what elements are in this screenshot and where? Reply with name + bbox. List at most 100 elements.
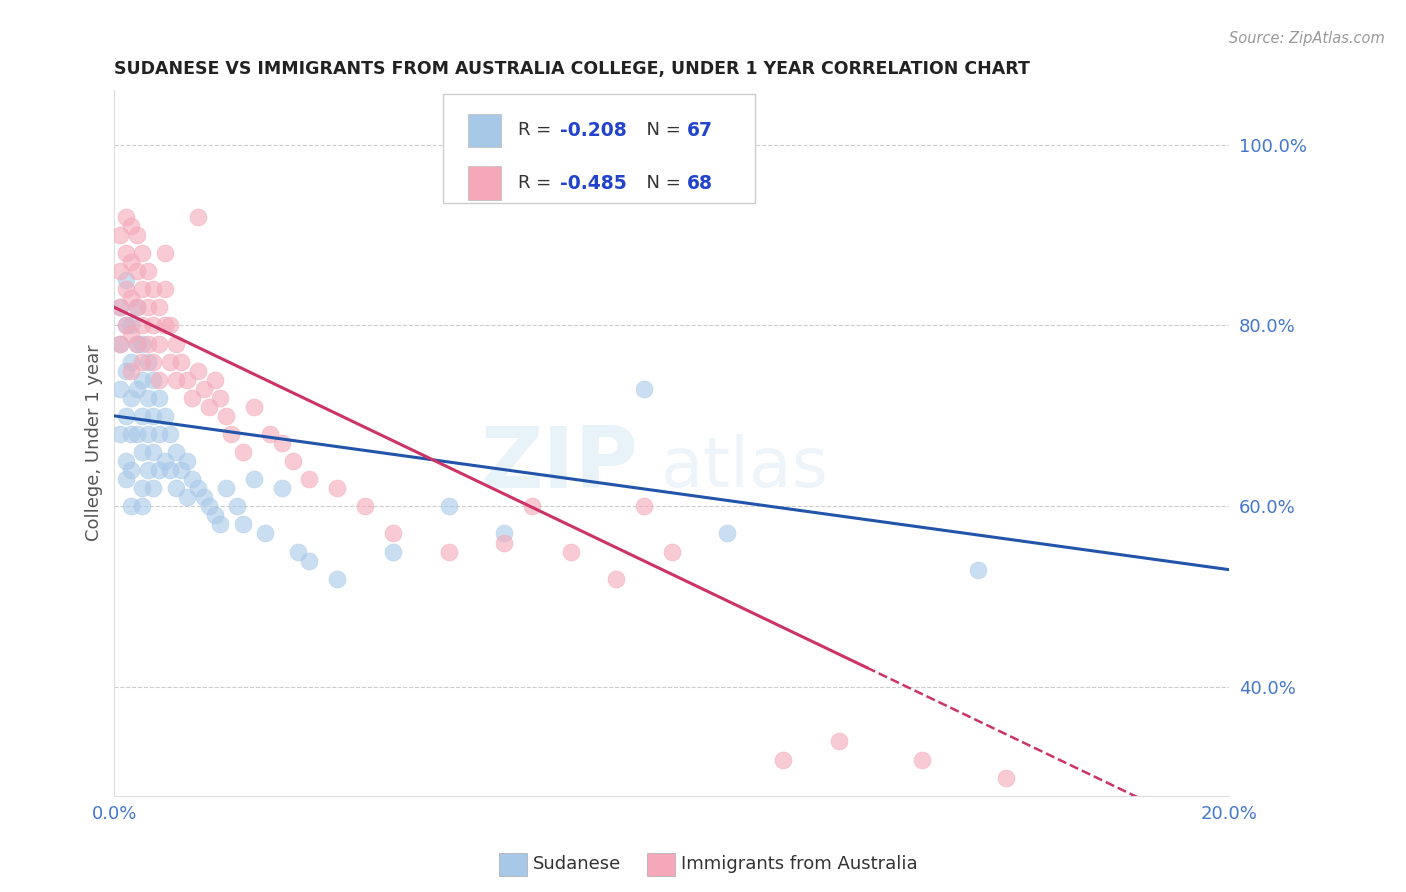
Point (165, 481, 187, 495)
Point (136, 336, 159, 351)
Point (125, 336, 148, 351)
Point (136, 264, 159, 278)
Point (120, 364, 142, 378)
Text: Source: ZipAtlas.com: Source: ZipAtlas.com (1229, 31, 1385, 46)
Text: N =: N = (636, 121, 686, 139)
Point (114, 472, 136, 486)
Text: Sudanese: Sudanese (533, 855, 621, 873)
Point (136, 301, 159, 315)
Point (125, 336, 148, 351)
Point (187, 210, 209, 224)
Point (221, 427, 243, 442)
Point (108, 427, 131, 442)
Point (215, 481, 238, 495)
Point (522, 500, 544, 514)
Point (298, 472, 321, 486)
Point (605, 572, 627, 586)
Point (114, 318, 136, 333)
Point (114, 282, 136, 296)
Point (159, 318, 181, 333)
Point (142, 373, 165, 387)
Point (114, 318, 136, 333)
Point (108, 382, 131, 396)
Point (165, 373, 187, 387)
Point (187, 481, 209, 495)
Point (120, 219, 142, 233)
Point (142, 282, 165, 296)
Text: SUDANESE VS IMMIGRANTS FROM AUSTRALIA COLLEGE, UNDER 1 YEAR CORRELATION CHART: SUDANESE VS IMMIGRANTS FROM AUSTRALIA CO… (114, 60, 1031, 78)
Point (382, 544, 405, 558)
Point (108, 301, 131, 315)
Point (142, 481, 165, 495)
Point (120, 391, 142, 405)
Point (120, 327, 142, 342)
Point (198, 400, 221, 414)
Point (253, 526, 276, 541)
Point (181, 472, 204, 486)
Point (131, 445, 153, 459)
Point (142, 318, 165, 333)
Point (114, 246, 136, 260)
Point (142, 445, 165, 459)
Point (437, 500, 460, 514)
Text: Immigrants from Australia: Immigrants from Australia (681, 855, 917, 873)
Point (131, 500, 153, 514)
Point (226, 500, 249, 514)
Point (326, 572, 349, 586)
Point (131, 373, 153, 387)
Point (354, 500, 377, 514)
Point (165, 336, 187, 351)
Point (108, 264, 131, 278)
Point (232, 517, 254, 532)
Point (187, 364, 209, 378)
Point (108, 301, 131, 315)
Point (153, 409, 176, 423)
Point (204, 508, 226, 523)
Point (136, 391, 159, 405)
Text: 67: 67 (688, 121, 713, 140)
Point (125, 427, 148, 442)
Point (108, 336, 131, 351)
Point (209, 391, 232, 405)
Point (176, 373, 198, 387)
Point (560, 544, 582, 558)
Point (287, 544, 309, 558)
Point (148, 336, 170, 351)
Point (120, 427, 142, 442)
Point (232, 445, 254, 459)
Point (153, 282, 176, 296)
Point (125, 382, 148, 396)
Point (153, 454, 176, 468)
Point (298, 553, 321, 567)
Point (494, 526, 516, 541)
Point (148, 427, 170, 442)
Point (120, 463, 142, 477)
Text: R =: R = (517, 175, 557, 193)
Point (170, 463, 193, 477)
Point (125, 227, 148, 242)
Point (142, 409, 165, 423)
Point (165, 445, 187, 459)
Point (772, 753, 794, 767)
Point (108, 227, 131, 242)
Text: ZIP: ZIP (481, 423, 638, 506)
Text: 68: 68 (688, 174, 713, 193)
Point (494, 535, 516, 549)
Point (661, 544, 683, 558)
Point (125, 301, 148, 315)
Point (159, 354, 181, 368)
Point (148, 391, 170, 405)
FancyBboxPatch shape (443, 94, 755, 203)
FancyBboxPatch shape (468, 113, 501, 147)
Point (326, 481, 349, 495)
Point (281, 454, 304, 468)
Point (242, 400, 264, 414)
Point (136, 354, 159, 368)
Point (131, 318, 153, 333)
Point (120, 255, 142, 269)
Point (136, 463, 159, 477)
Text: R =: R = (517, 121, 557, 139)
Point (120, 318, 142, 333)
FancyBboxPatch shape (468, 167, 501, 201)
Point (176, 454, 198, 468)
